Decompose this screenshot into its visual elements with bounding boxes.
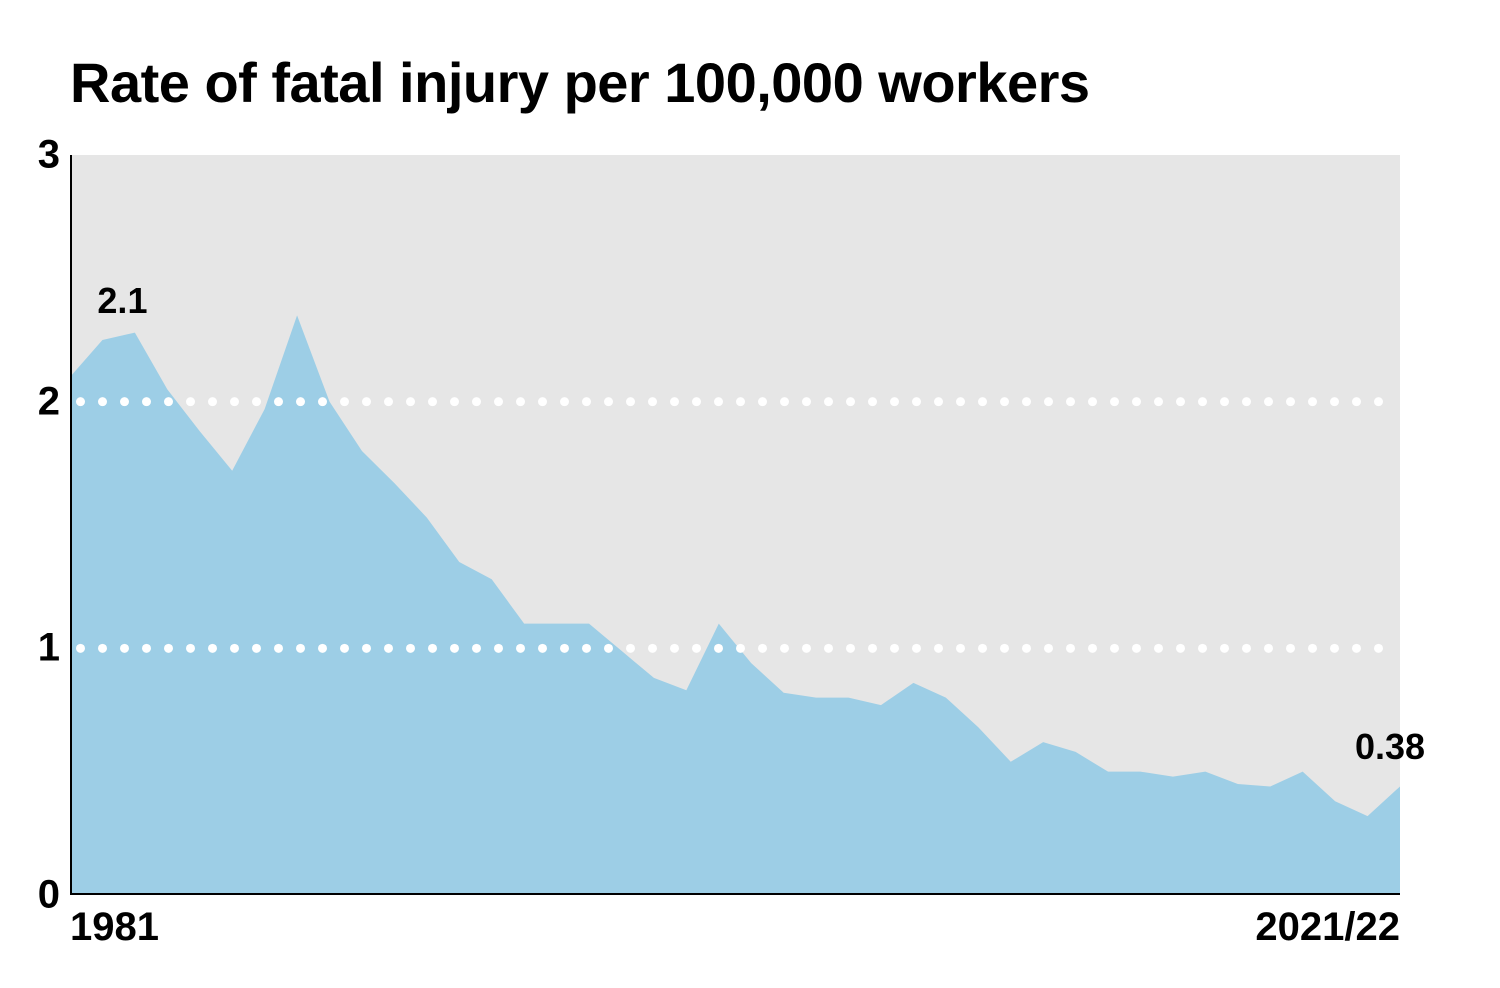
y-tick-label: 0: [38, 873, 60, 918]
x-end-label: 2021/22: [1255, 905, 1400, 950]
data-annotation: 0.38: [1355, 726, 1425, 768]
chart-title: Rate of fatal injury per 100,000 workers: [70, 50, 1430, 115]
y-tick-label: 3: [38, 133, 60, 178]
plot-area: 012319812021/222.10.38: [70, 155, 1400, 895]
x-start-label: 1981: [70, 905, 159, 950]
y-tick-label: 2: [38, 379, 60, 424]
data-annotation: 2.1: [97, 280, 147, 322]
y-tick-label: 1: [38, 626, 60, 671]
chart-svg: [70, 155, 1400, 895]
chart-container: Rate of fatal injury per 100,000 workers…: [0, 0, 1500, 988]
